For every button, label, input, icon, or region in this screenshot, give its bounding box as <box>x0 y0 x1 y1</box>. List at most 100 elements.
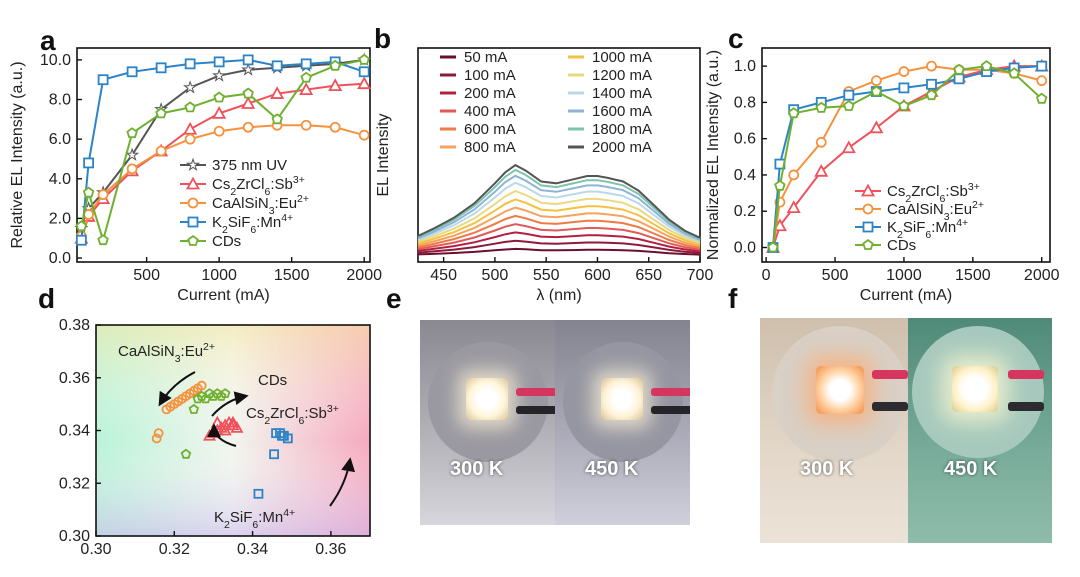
panel-label-f: f <box>728 283 738 314</box>
red-wire-icon <box>872 370 908 379</box>
data-point <box>213 125 225 137</box>
data-point <box>870 85 883 97</box>
legend-label: 50 mA <box>464 49 507 66</box>
data-point <box>767 241 779 253</box>
x-tick-label: 450 <box>430 267 457 284</box>
data-point <box>155 107 167 119</box>
y-tick-label: 6.0 <box>49 131 71 148</box>
x-tick-label: 2000 <box>1024 267 1060 284</box>
data-point <box>125 147 140 162</box>
y-axis-label: Normalized EL Intensity (a.u.) <box>705 50 722 260</box>
data-point <box>870 75 882 87</box>
legend-label: 375 nm UV <box>212 157 287 174</box>
y-tick-label: 0.30 <box>59 528 90 545</box>
y-axis-label: EL Intensity <box>375 113 392 196</box>
legend-label: 400 mA <box>464 103 516 120</box>
photo-f-right-panel: 450 K <box>908 318 1052 543</box>
photo-e-left-panel: 300 K <box>420 320 558 525</box>
legend-label: Cs2ZrCl6:Sb3+ <box>212 174 305 198</box>
data-point <box>241 62 256 76</box>
data-point <box>788 169 800 181</box>
x-axis-label: λ (nm) <box>536 287 581 304</box>
data-point <box>75 234 87 246</box>
series-k2sif6-mn4- <box>253 428 293 499</box>
plot-frame <box>76 47 371 263</box>
led-photo-f: 300 K 450 K <box>760 318 1052 543</box>
spectrum-line <box>417 174 701 241</box>
x-tick-label: 700 <box>687 267 714 284</box>
trend-arrow <box>211 391 249 417</box>
trend-arrow <box>158 371 196 407</box>
black-wire-icon <box>1008 402 1044 411</box>
spectrum-line <box>417 214 701 249</box>
legend-label: 1800 mA <box>592 121 652 138</box>
data-point <box>216 390 227 401</box>
data-point <box>270 86 285 99</box>
x-tick-label: 1500 <box>955 267 991 284</box>
y-tick-label: 0.8 <box>734 94 756 111</box>
x-tick-label: 2000 <box>346 267 382 284</box>
spectrum-line <box>417 168 701 240</box>
chart-d: 0.30 0.32 0.34 0.36 0.30 0.32 0.34 0.36 0.38 CaAl… <box>59 317 371 558</box>
data-point <box>1036 60 1048 72</box>
data-point <box>219 388 231 399</box>
legend-marker <box>185 176 201 190</box>
x-tick-label: 0.36 <box>315 541 346 558</box>
series-label: Cs2ZrCl6:Sb3+ <box>246 403 339 427</box>
data-point <box>299 82 314 96</box>
x-tick-label: 0.32 <box>159 541 190 558</box>
data-point <box>271 113 283 125</box>
y-tick-label: 0.38 <box>59 317 90 334</box>
photo-f-left-label: 300 K <box>800 458 854 480</box>
data-point <box>242 121 254 133</box>
y-tick-label: 0.0 <box>734 239 756 256</box>
photo-f-left-panel: 300 K <box>760 318 908 543</box>
chart-c: 0 500 1000 1500 2000 0.0 0.2 0.4 0.6 0.8 1.0 Curren… <box>705 47 1060 304</box>
data-point <box>97 189 109 201</box>
x-tick-label: 550 <box>533 267 560 284</box>
y-tick-label: 0.2 <box>734 203 756 220</box>
data-point <box>213 91 225 103</box>
spectrum-line <box>417 206 701 248</box>
data-point <box>953 73 965 85</box>
data-point <box>787 107 800 119</box>
data-point <box>184 101 196 113</box>
chart-b: 450 500 550 600 650 700 λ (nm) EL Intensity 50 m… <box>375 47 714 304</box>
legend-label: K2SiF6:Mn4+ <box>887 217 968 241</box>
x-axis-label: Current (mA) <box>860 287 952 304</box>
spectrum-line <box>417 181 701 243</box>
data-point <box>97 234 109 246</box>
data-point <box>242 54 254 66</box>
series-cds <box>75 53 370 246</box>
y-tick-label: 0.0 <box>49 250 71 267</box>
x-tick-label: 1000 <box>886 267 922 284</box>
spectrum-line <box>417 239 701 254</box>
legend-marker <box>860 183 876 197</box>
data-point <box>898 82 910 94</box>
data-point <box>841 140 856 154</box>
trend-arrow <box>207 423 237 447</box>
data-point <box>183 80 198 94</box>
led-chip-icon <box>816 366 864 414</box>
data-point <box>184 58 196 70</box>
trend-arrow <box>329 457 356 507</box>
led-chip-icon <box>466 378 508 420</box>
red-wire-icon <box>651 388 690 396</box>
data-point <box>1008 67 1020 79</box>
data-point <box>183 121 198 135</box>
legend-label: 200 mA <box>464 85 516 102</box>
legend-label: CDs <box>887 237 916 254</box>
legend-label: 100 mA <box>464 67 516 84</box>
data-point <box>815 136 827 148</box>
black-wire-icon <box>516 406 558 414</box>
y-tick-label: 8.0 <box>49 92 71 109</box>
legend-label: 600 mA <box>464 121 516 138</box>
series-k2sif6-mn4- <box>75 54 370 246</box>
series-cds <box>180 388 231 459</box>
panel-label-c: c <box>728 23 744 54</box>
x-tick-label: 600 <box>584 267 611 284</box>
legend-marker <box>187 197 199 209</box>
panel-label-e: e <box>386 283 402 314</box>
legend-label: K2SiF6:Mn4+ <box>212 212 293 236</box>
legend-marker <box>187 216 199 228</box>
